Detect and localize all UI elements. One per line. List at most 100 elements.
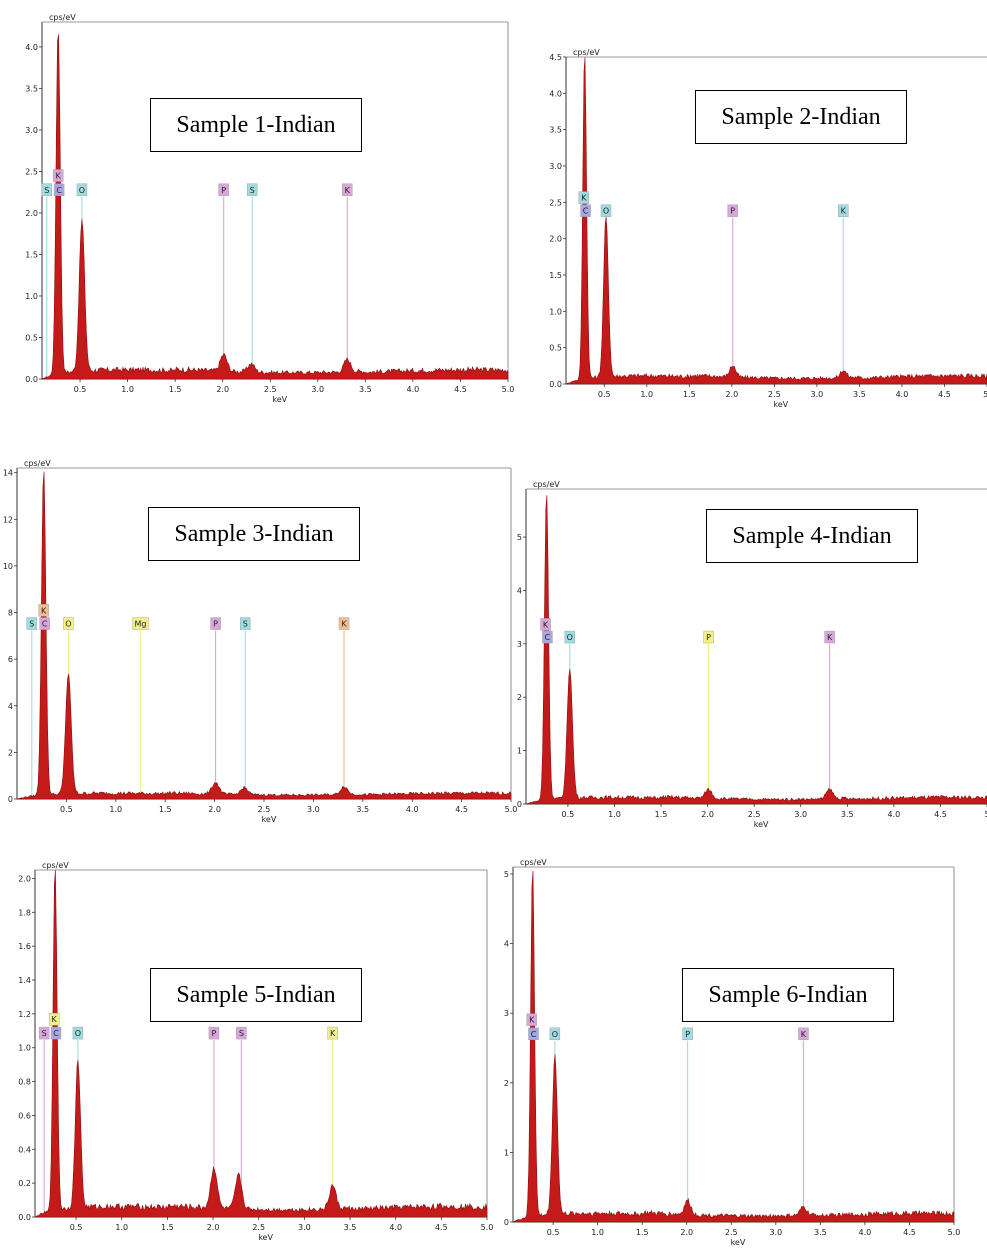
element-label-s: S [41,183,52,196]
element-label-text: S [250,186,255,195]
y-tick-label: 4 [504,940,509,949]
element-label-box [50,1026,62,1040]
x-tick-label: 2.5 [264,385,277,394]
element-label-text: K [56,172,62,181]
x-tick-label: 0.5 [70,1223,83,1232]
x-tick-label: 1.0 [115,1223,128,1232]
y-tick-label: 8 [8,609,13,618]
x-tick-label: 3.0 [307,805,320,814]
element-label-text: O [75,1029,81,1038]
element-label-text: Mg [135,620,147,629]
element-label-box [528,1027,539,1041]
element-label-text: O [65,620,71,629]
sample-title: Sample 5-Indian [150,968,362,1022]
element-label-text: O [552,1030,558,1039]
element-label-s: S [38,1026,50,1040]
x-tick-label: 2.0 [207,1223,220,1232]
spectrum-panel-4: KCOPK0123450.51.01.52.02.53.03.54.04.55c… [514,479,987,839]
element-label-box [26,617,38,630]
element-label-k: K [327,1026,338,1040]
element-label-box [824,630,835,644]
element-label-k: K [824,630,835,644]
element-label-text: S [239,1029,244,1038]
y-tick-label: 3.0 [549,162,562,171]
y-tick-label: 0.5 [25,333,38,342]
element-label-box [208,1026,220,1040]
spectrum-panel-1: S K C O P S K 0.0 0.5 1.0 1.5 2.0 2.5 3.0 3.5 4.0 0.5 1.0… [2,8,515,413]
x-tick-label: 5.0 [502,385,515,394]
element-label-text: O [603,207,609,216]
spectrum-panel-5: S K C O P S K 0.0 0.2 0.4 0.6 0.8 1.0 1.2 1.4 1.6 1.8 2.0… [0,858,493,1250]
x-tick-label: 1.0 [109,805,122,814]
element-label-text: K [827,633,833,642]
element-label-text: P [212,1029,217,1038]
x-tick-label: 2.5 [252,1223,265,1232]
element-label-o: O [549,1027,561,1041]
element-label-box [39,617,50,630]
x-axis-label: keV [262,815,277,824]
y-tick-label: 4.0 [549,89,562,98]
element-label-o: O [600,204,612,217]
element-label-k: K [578,191,590,204]
element-label-s: S [240,617,251,630]
x-tick-label: 4.0 [389,1223,402,1232]
y-axis-label: cps/eV [573,48,600,57]
element-label-p: P [682,1027,693,1041]
spectrum-panel-3: S K C O Mg P S K 0 2 4 6 8 10 12 14 0.5 1.0 1.5 2.0 2.5 3.0 3.… [0,455,518,835]
y-tick-label: 5 [504,870,509,879]
element-label-text: C [56,186,62,195]
element-label-c: C [580,204,591,217]
x-tick-label: 1.5 [169,385,182,394]
x-tick-label: 3.0 [769,1228,782,1237]
sample-title: Sample 2-Indian [695,90,907,144]
element-label-box [327,1026,338,1040]
element-label-box [240,617,251,630]
element-label-text: K [543,620,549,629]
y-tick-label: 6 [8,655,13,664]
x-tick-label: 3.5 [344,1223,357,1232]
element-label-box [48,1013,60,1026]
y-tick-label: 0 [504,1218,509,1227]
element-label-mg: Mg [132,617,149,630]
x-tick-label: 4.5 [903,1228,916,1237]
element-label-k: K [540,618,551,631]
element-label-text: C [53,1029,59,1038]
element-label-text: P [706,633,711,642]
spectrum-svg: SKC O P S K0.00.51.01.52.02.53.03.54.00.5 1.0… [25,13,515,404]
x-tick-label: 4.5 [455,805,468,814]
element-label-box [600,204,612,217]
x-tick-label: 5.0 [948,1228,961,1237]
element-label-text: K [41,606,47,615]
element-label-box [63,617,74,630]
y-tick-label: 3.5 [549,126,562,135]
spectrum-area [40,34,509,380]
spectrum-panel-2: K C O P K 0.0 0.5 1.0 1.5 2.0 2.5 3.0 3.5 4.0 4.5 0.5 1.… [516,40,987,418]
x-tick-label: 1.0 [640,390,653,399]
element-label-text: K [801,1030,807,1039]
y-tick-label: 3.0 [25,126,38,135]
element-label-box [578,191,590,204]
element-label-box [38,604,49,617]
element-label-text: S [42,1029,47,1038]
element-label-c: C [528,1027,539,1041]
element-label-box [236,1026,247,1040]
y-tick-label: 0.0 [25,375,38,384]
element-label-text: C [531,1030,537,1039]
x-tick-label: 4.5 [938,390,951,399]
element-label-s: S [236,1026,247,1040]
element-label-box [338,617,350,630]
element-label-box [210,617,221,630]
element-label-text: K [581,194,587,203]
x-tick-label: 3.0 [794,810,807,819]
x-axis-label: keV [272,395,287,404]
y-tick-label: 0.0 [549,380,562,389]
y-tick-label: 1.0 [25,292,38,301]
x-tick-label: 3.5 [359,385,372,394]
x-tick-label: 2.5 [258,805,271,814]
x-tick-label: 1.0 [608,810,621,819]
sample-title: Sample 3-Indian [148,507,360,561]
spectrum-area [512,870,955,1223]
x-tick-label: 1.5 [636,1228,649,1237]
x-tick-label: 2.0 [208,805,221,814]
